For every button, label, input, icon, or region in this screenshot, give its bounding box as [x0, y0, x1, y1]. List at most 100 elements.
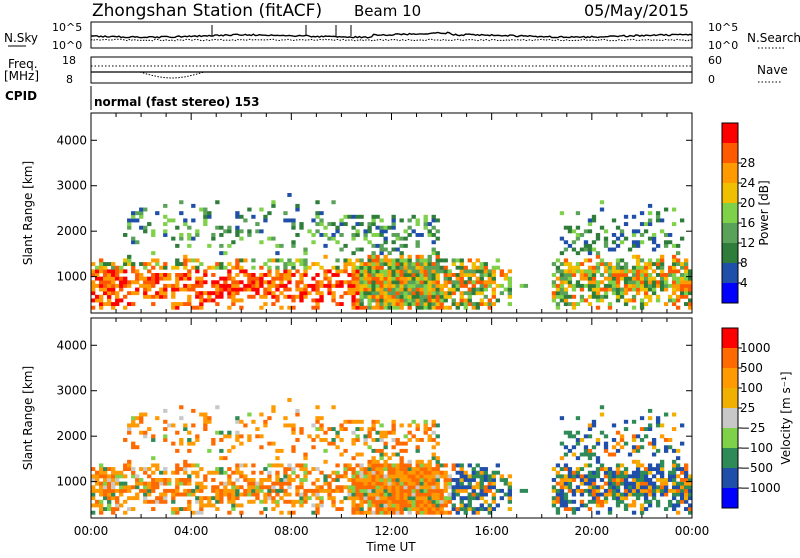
velocity-cell	[239, 419, 244, 424]
colorbar-tick-label: 8	[740, 256, 748, 270]
velocity-cell	[459, 470, 464, 475]
power-cell	[427, 302, 432, 307]
power-cell	[227, 283, 232, 288]
velocity-cell	[379, 423, 384, 428]
power-cell	[407, 273, 412, 277]
power-cell	[403, 294, 408, 299]
velocity-cell	[623, 496, 629, 501]
velocity-cell	[91, 488, 96, 493]
colorbar-segment	[722, 328, 738, 349]
power-cell	[95, 265, 100, 270]
velocity-cell	[635, 488, 641, 493]
velocity-cell	[675, 488, 681, 493]
velocity-cell	[423, 481, 428, 486]
power-cell	[199, 294, 204, 299]
velocity-cell	[643, 427, 649, 432]
power-cell	[331, 233, 336, 237]
power-cell	[587, 222, 593, 227]
velocity-cell	[363, 481, 368, 486]
velocity-cell	[263, 499, 268, 504]
power-cell	[627, 247, 633, 252]
velocity-cell	[647, 463, 653, 468]
velocity-cell	[111, 485, 116, 490]
power-cell	[315, 305, 320, 310]
velocity-cell	[623, 492, 629, 497]
velocity-cell	[647, 503, 653, 508]
velocity-cell	[371, 488, 376, 493]
velocity-cell	[387, 481, 392, 486]
velocity-cell	[163, 438, 168, 442]
velocity-cell	[487, 503, 492, 508]
power-cell	[275, 273, 280, 277]
power-cell	[423, 283, 428, 288]
power-cell	[631, 265, 637, 270]
velocity-cell	[351, 503, 356, 508]
power-cell	[331, 298, 336, 303]
power-cell	[595, 294, 601, 299]
velocity-cell	[183, 459, 188, 464]
power-cell	[639, 298, 645, 303]
velocity-cell	[491, 478, 496, 482]
velocity-cell	[379, 456, 384, 461]
power-cell	[147, 276, 152, 281]
power-cell	[671, 258, 677, 263]
power-cell	[335, 229, 340, 234]
power-cell	[595, 298, 601, 303]
velocity-cell	[315, 510, 320, 515]
power-cell	[575, 283, 581, 288]
power-cell	[611, 291, 617, 296]
power-cell	[647, 287, 653, 292]
velocity-cell	[123, 499, 128, 504]
power-cell	[579, 273, 585, 277]
velocity-cell	[299, 503, 304, 508]
power-cell	[271, 283, 276, 288]
velocity-cell	[123, 474, 128, 479]
velocity-cell	[351, 438, 356, 442]
velocity-cell	[283, 481, 288, 486]
velocity-cell	[251, 499, 256, 504]
power-cell	[307, 265, 312, 270]
power-cell	[575, 262, 581, 267]
power-cell	[483, 287, 488, 292]
power-cell	[591, 265, 597, 270]
power-cell	[435, 291, 440, 296]
power-cell	[275, 265, 280, 270]
power-cell	[275, 298, 280, 303]
power-cell	[603, 265, 609, 270]
velocity-cell	[483, 478, 488, 482]
power-cell	[431, 283, 436, 288]
power-cell	[291, 273, 296, 277]
power-cell	[591, 280, 597, 285]
power-cell	[615, 265, 621, 270]
velocity-cell	[431, 452, 436, 457]
power-cell	[483, 280, 488, 285]
velocity-cell	[183, 463, 188, 468]
power-cell	[383, 302, 388, 307]
velocity-cell	[643, 474, 649, 479]
velocity-cell	[351, 510, 356, 515]
power-cell	[367, 240, 372, 245]
power-cell	[335, 273, 340, 277]
velocity-cell	[411, 499, 416, 504]
power-cell	[443, 273, 448, 277]
power-cell	[155, 273, 160, 277]
y-tick-label: 3000	[56, 179, 87, 193]
power-cell	[143, 291, 148, 296]
power-cell	[583, 276, 589, 281]
power-cell	[647, 280, 653, 285]
nsky-line	[91, 31, 693, 39]
velocity-cell	[683, 499, 689, 504]
power-cell	[475, 276, 480, 281]
power-cell	[263, 262, 268, 267]
velocity-cell	[267, 485, 272, 490]
velocity-cell	[271, 405, 276, 410]
power-cell	[183, 265, 188, 270]
power-cell	[379, 233, 384, 237]
velocity-cell	[479, 503, 484, 508]
velocity-cell	[435, 510, 440, 515]
power-cell	[119, 280, 124, 285]
power-cell	[203, 291, 208, 296]
power-cell	[383, 305, 388, 310]
power-cell	[395, 283, 400, 288]
velocity-cell	[459, 488, 464, 493]
